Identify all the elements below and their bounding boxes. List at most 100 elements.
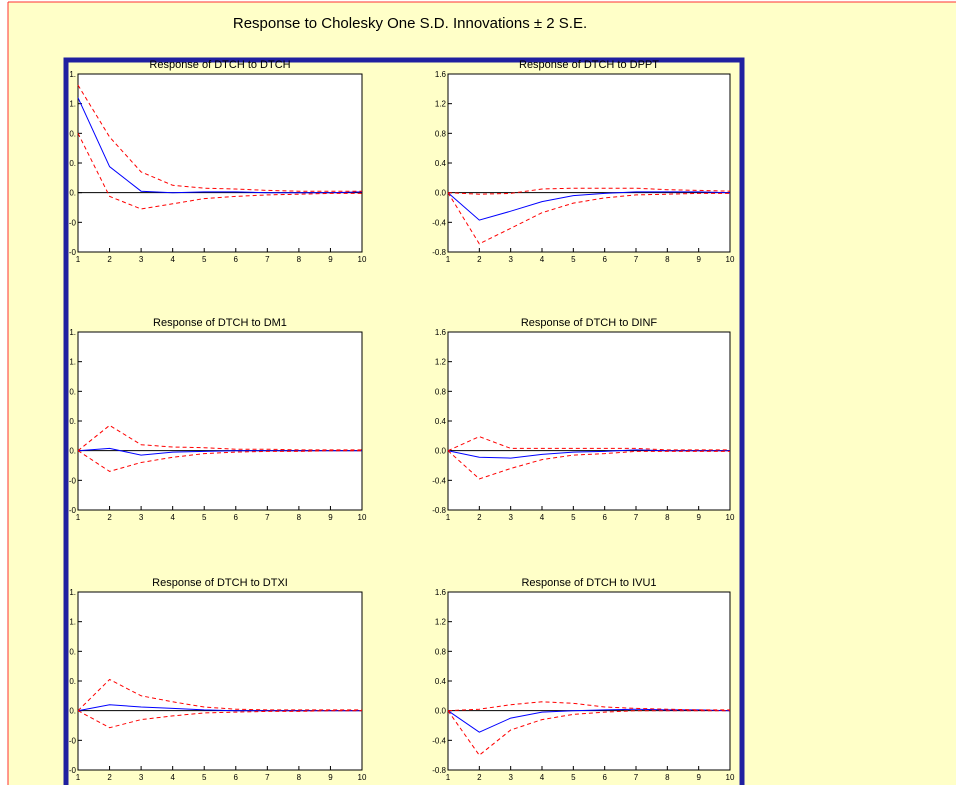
x-tick-label: 5 bbox=[202, 513, 207, 522]
x-tick-label: 9 bbox=[328, 773, 333, 782]
y-tick-label: 1. bbox=[69, 358, 76, 367]
upper-band-line bbox=[77, 84, 362, 192]
y-tick-label: 0.8 bbox=[435, 129, 447, 138]
lower-band-line bbox=[447, 192, 730, 245]
chart-title: Response of DTCH to IVU1 bbox=[521, 577, 656, 589]
y-tick-label: -0.4 bbox=[432, 218, 446, 227]
y-tick-label: 1.2 bbox=[435, 100, 447, 109]
y-tick-label: 0.0 bbox=[435, 707, 447, 716]
y-tick-label: 1. bbox=[69, 70, 76, 79]
x-tick-label: 7 bbox=[265, 255, 270, 264]
chart-panel-1: Response of DTCH to DTCH -0 -0 0. 0. 0. 1. 1. 1 2… bbox=[69, 59, 367, 264]
response-line bbox=[447, 191, 731, 221]
lower-band-line bbox=[77, 450, 362, 472]
lower-band-line bbox=[77, 133, 362, 210]
x-tick-label: 7 bbox=[634, 255, 639, 264]
x-tick-label: 9 bbox=[328, 513, 333, 522]
x-tick-label: 1 bbox=[76, 513, 81, 522]
x-tick-label: 7 bbox=[634, 513, 639, 522]
y-tick-label: 0.0 bbox=[435, 189, 447, 198]
y-tick-label: 0. bbox=[69, 159, 76, 168]
x-tick-label: 10 bbox=[726, 255, 735, 264]
y-tick-label: 0.8 bbox=[435, 647, 447, 656]
x-tick-label: 2 bbox=[107, 255, 112, 264]
y-tick-label: 0.4 bbox=[435, 677, 447, 686]
y-tick-label: -0.8 bbox=[432, 506, 446, 515]
y-tick-label: 1. bbox=[69, 588, 76, 597]
y-tick-label: 1. bbox=[69, 618, 76, 627]
x-tick-label: 5 bbox=[571, 773, 576, 782]
x-tick-label: 3 bbox=[139, 513, 144, 522]
chart-panel-4: Response of DTCH to DINF -0.8 -0.4 0.0 0.4 0.… bbox=[432, 317, 735, 522]
response-line bbox=[447, 708, 731, 733]
x-tick-label: 10 bbox=[358, 513, 367, 522]
y-tick-label: 0. bbox=[69, 129, 76, 138]
x-tick-label: 5 bbox=[571, 255, 576, 264]
x-tick-label: 6 bbox=[602, 513, 607, 522]
figure-title: Response to Cholesky One S.D. Innovation… bbox=[233, 15, 587, 32]
x-tick-label: 4 bbox=[540, 513, 545, 522]
y-tick-label: -0.4 bbox=[432, 476, 446, 485]
x-tick-label: 1 bbox=[76, 773, 81, 782]
x-tick-label: 6 bbox=[234, 773, 239, 782]
x-tick-label: 3 bbox=[508, 255, 513, 264]
plot-area bbox=[447, 331, 731, 511]
upper-band-line bbox=[447, 436, 730, 452]
y-tick-label: -0.8 bbox=[432, 248, 446, 257]
x-tick-label: 2 bbox=[107, 773, 112, 782]
y-tick-label: 0. bbox=[69, 189, 76, 198]
x-tick-label: 8 bbox=[665, 773, 670, 782]
x-tick-label: 10 bbox=[358, 255, 367, 264]
x-tick-label: 4 bbox=[540, 255, 545, 264]
plot-area bbox=[77, 591, 363, 771]
upper-band-line bbox=[447, 187, 731, 195]
response-line bbox=[77, 447, 362, 456]
x-tick-label: 1 bbox=[446, 773, 451, 782]
chart-panel-3: Response of DTCH to DM1 -0 -0 0. 0. 0. 1. 1. 1 2 3… bbox=[69, 317, 367, 522]
x-tick-label: 3 bbox=[508, 773, 513, 782]
x-tick-label: 9 bbox=[696, 255, 701, 264]
x-tick-label: 1 bbox=[446, 513, 451, 522]
x-tick-label: 5 bbox=[202, 255, 207, 264]
x-tick-label: 3 bbox=[139, 773, 144, 782]
x-tick-label: 1 bbox=[446, 255, 451, 264]
upper-band-line bbox=[447, 701, 730, 712]
x-tick-label: 1 bbox=[76, 255, 81, 264]
upper-band-line bbox=[77, 678, 362, 712]
x-tick-label: 5 bbox=[202, 773, 207, 782]
y-tick-label: 1.6 bbox=[435, 70, 447, 79]
chart-panel-6: Response of DTCH to IVU1 -0.8 -0.4 0.0 0.4 0.… bbox=[432, 577, 735, 782]
y-tick-label: -0 bbox=[69, 736, 77, 745]
y-tick-label: 0. bbox=[69, 447, 76, 456]
y-tick-label: -0 bbox=[69, 506, 77, 515]
x-tick-label: 6 bbox=[234, 513, 239, 522]
plot-area bbox=[77, 331, 363, 511]
y-tick-label: -0 bbox=[69, 218, 77, 227]
lower-band-line bbox=[77, 710, 362, 729]
chart-title: Response of DTCH to DM1 bbox=[153, 317, 287, 329]
plot-area bbox=[447, 73, 731, 253]
x-tick-label: 4 bbox=[170, 773, 175, 782]
x-tick-label: 8 bbox=[297, 513, 302, 522]
plot-area bbox=[447, 591, 731, 771]
x-tick-label: 6 bbox=[602, 255, 607, 264]
response-line bbox=[77, 97, 363, 194]
chart-panel-2: Response of DTCH to DPPT -0.8 -0.4 0.0 0.4 0.… bbox=[432, 59, 735, 264]
y-tick-label: 1.6 bbox=[435, 328, 447, 337]
y-tick-label: 0. bbox=[69, 707, 76, 716]
y-tick-label: -0.8 bbox=[432, 766, 446, 775]
x-tick-label: 9 bbox=[696, 513, 701, 522]
x-tick-label: 3 bbox=[139, 255, 144, 264]
x-tick-label: 7 bbox=[634, 773, 639, 782]
x-tick-label: 10 bbox=[726, 513, 735, 522]
chart-panel-5: Response of DTCH to DTXI -0 -0 0. 0. 0. 1. 1. 1 2… bbox=[69, 577, 367, 782]
x-tick-label: 9 bbox=[696, 773, 701, 782]
x-tick-label: 9 bbox=[328, 255, 333, 264]
y-tick-label: 1.2 bbox=[435, 618, 447, 627]
chart-title: Response of DTCH to DTCH bbox=[149, 59, 290, 71]
y-tick-label: 0.8 bbox=[435, 387, 447, 396]
x-tick-label: 2 bbox=[477, 513, 482, 522]
response-line bbox=[77, 704, 362, 712]
chart-panels: Response of DTCH to DTCH -0 -0 0. 0. 0. 1. 1. 1 2… bbox=[69, 59, 735, 782]
